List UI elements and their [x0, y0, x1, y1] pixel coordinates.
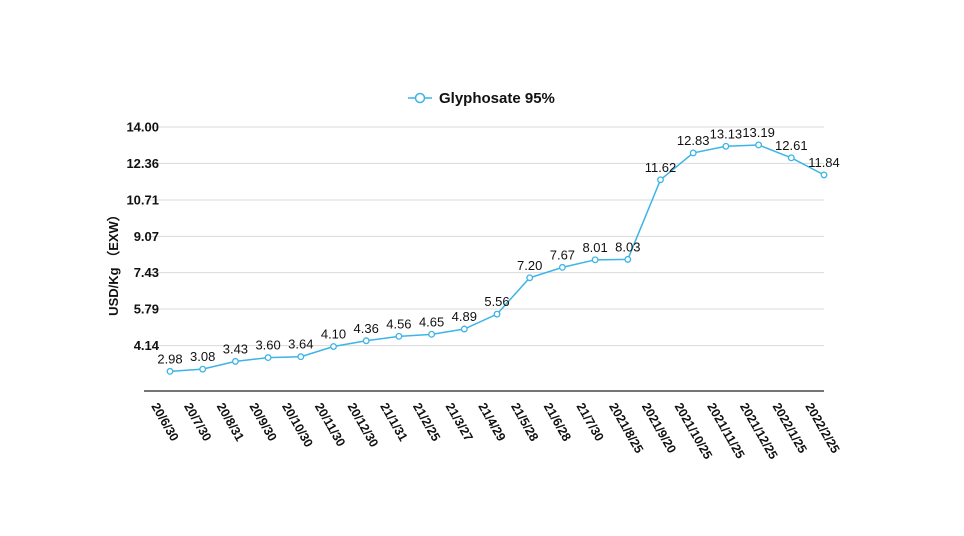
data-point — [755, 141, 763, 149]
gridlines — [144, 126, 824, 392]
data-label: 4.36 — [354, 321, 379, 336]
data-label: 12.83 — [677, 133, 710, 148]
y-axis-tick-labels: 4.14 5.79 7.43 9.07 10.71 12.36 14.00 — [126, 120, 159, 354]
data-label: 4.56 — [386, 316, 411, 331]
x-tick-label: 21/4/29 — [475, 401, 508, 444]
data-label: 12.61 — [775, 138, 808, 153]
x-tick-label: 21/2/25 — [410, 401, 443, 444]
data-point — [264, 354, 272, 362]
data-point — [820, 171, 828, 179]
y-tick-label: 10.71 — [126, 192, 159, 207]
y-tick-label: 4.14 — [134, 338, 160, 353]
legend-marker-icon — [414, 92, 426, 104]
data-label: 8.01 — [582, 240, 607, 255]
x-tick-label: 21/3/27 — [443, 401, 476, 444]
y-tick-label: 14.00 — [126, 120, 159, 135]
data-label: 7.67 — [550, 247, 575, 262]
data-label: 2.98 — [157, 351, 182, 366]
data-label: 13.13 — [710, 126, 743, 141]
y-tick-label: 9.07 — [134, 229, 159, 244]
data-point — [558, 263, 566, 271]
data-label: 11.84 — [808, 155, 840, 170]
data-label: 5.56 — [484, 294, 509, 309]
data-point — [689, 149, 697, 157]
x-tick-label: 20/9/30 — [247, 401, 280, 444]
data-labels: 2.98 3.08 3.43 3.60 3.64 4.10 4.36 4.56 4.65 4.89… — [157, 125, 839, 366]
data-label: 3.08 — [190, 349, 215, 364]
legend: Glyphosate 95% — [408, 90, 555, 107]
data-point — [493, 310, 501, 318]
series-glyphosate — [166, 141, 828, 375]
data-label: 3.43 — [223, 341, 248, 356]
data-point — [657, 176, 664, 184]
data-label: 7.20 — [517, 258, 542, 273]
data-label: 13.19 — [742, 125, 775, 140]
x-tick-label: 20/12/30 — [345, 401, 381, 450]
data-point — [330, 343, 337, 350]
data-point — [362, 337, 370, 345]
data-label: 4.10 — [321, 327, 346, 342]
data-point — [297, 353, 305, 361]
y-tick-label: 12.36 — [126, 156, 159, 171]
data-point — [722, 142, 730, 150]
data-point — [526, 274, 534, 282]
data-point — [231, 357, 239, 365]
x-tick-label: 21/1/31 — [377, 401, 410, 444]
data-point — [199, 365, 207, 373]
data-point — [591, 256, 599, 264]
data-label: 4.89 — [452, 309, 477, 324]
data-label: 8.03 — [615, 239, 640, 254]
legend-label: Glyphosate 95% — [439, 90, 555, 107]
x-tick-label: 20/6/30 — [148, 401, 181, 444]
x-tick-label: 20/11/30 — [312, 401, 348, 450]
data-point — [428, 330, 436, 338]
y-tick-label: 7.43 — [134, 265, 159, 280]
y-tick-label: 5.79 — [134, 302, 159, 317]
x-tick-label: 20/10/30 — [279, 401, 315, 450]
x-axis-tick-labels: 20/6/30 20/7/30 20/8/31 20/9/30 20/10/3020/1… — [148, 401, 842, 462]
data-label: 3.60 — [255, 338, 280, 353]
x-tick-label: 21/6/28 — [541, 401, 574, 444]
data-point — [460, 325, 468, 333]
data-point — [166, 367, 174, 375]
data-point — [395, 332, 403, 340]
x-tick-label: 20/8/31 — [214, 401, 247, 444]
data-label: 11.62 — [645, 160, 677, 175]
data-label: 3.64 — [288, 337, 313, 352]
data-point — [787, 154, 795, 162]
data-point — [624, 255, 632, 263]
x-tick-label: 21/7/30 — [574, 401, 607, 444]
data-label: 4.65 — [419, 314, 444, 329]
x-tick-label: 21/5/28 — [508, 401, 541, 444]
y-axis-title: USD/Kg （EXW） — [106, 208, 121, 316]
x-tick-label: 20/7/30 — [181, 401, 214, 444]
